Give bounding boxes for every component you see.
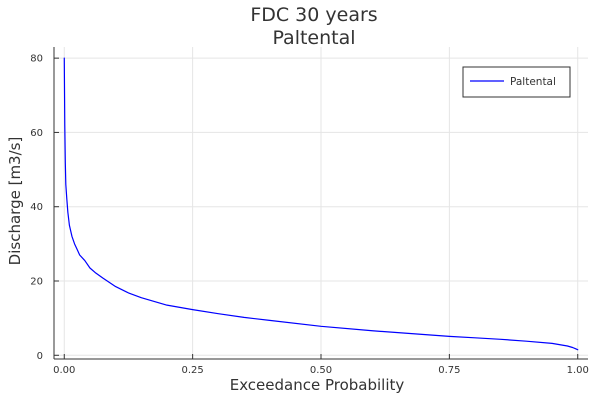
x-tick-label: 0.75 <box>438 365 460 376</box>
y-axis-label: Discharge [m3/s] <box>6 137 24 266</box>
y-tick-label: 0 <box>37 351 43 362</box>
tick-labels: 0.00 0.25 0.50 0.75 1.00 0 20 40 60 80 <box>30 54 589 376</box>
series-line-paltental <box>63 57 579 351</box>
x-axis-label: Exceedance Probability <box>230 376 405 394</box>
x-tick-label: 0.50 <box>310 365 332 376</box>
y-tick-label: 40 <box>30 202 43 213</box>
axes <box>53 47 588 360</box>
x-tick-label: 1.00 <box>567 365 589 376</box>
chart-title: FDC 30 years <box>250 4 377 26</box>
y-tick-label: 60 <box>30 128 43 139</box>
y-tick-label: 80 <box>30 54 43 65</box>
legend-box <box>462 66 571 98</box>
x-tick-label: 0.25 <box>182 365 204 376</box>
legend: Paltental <box>462 66 571 98</box>
y-tick-label: 20 <box>30 277 43 288</box>
series-lines <box>63 57 579 351</box>
chart-subtitle: Paltental <box>272 27 355 49</box>
x-tick-label: 0.00 <box>53 365 75 376</box>
legend-label-paltental: Paltental <box>510 76 556 88</box>
